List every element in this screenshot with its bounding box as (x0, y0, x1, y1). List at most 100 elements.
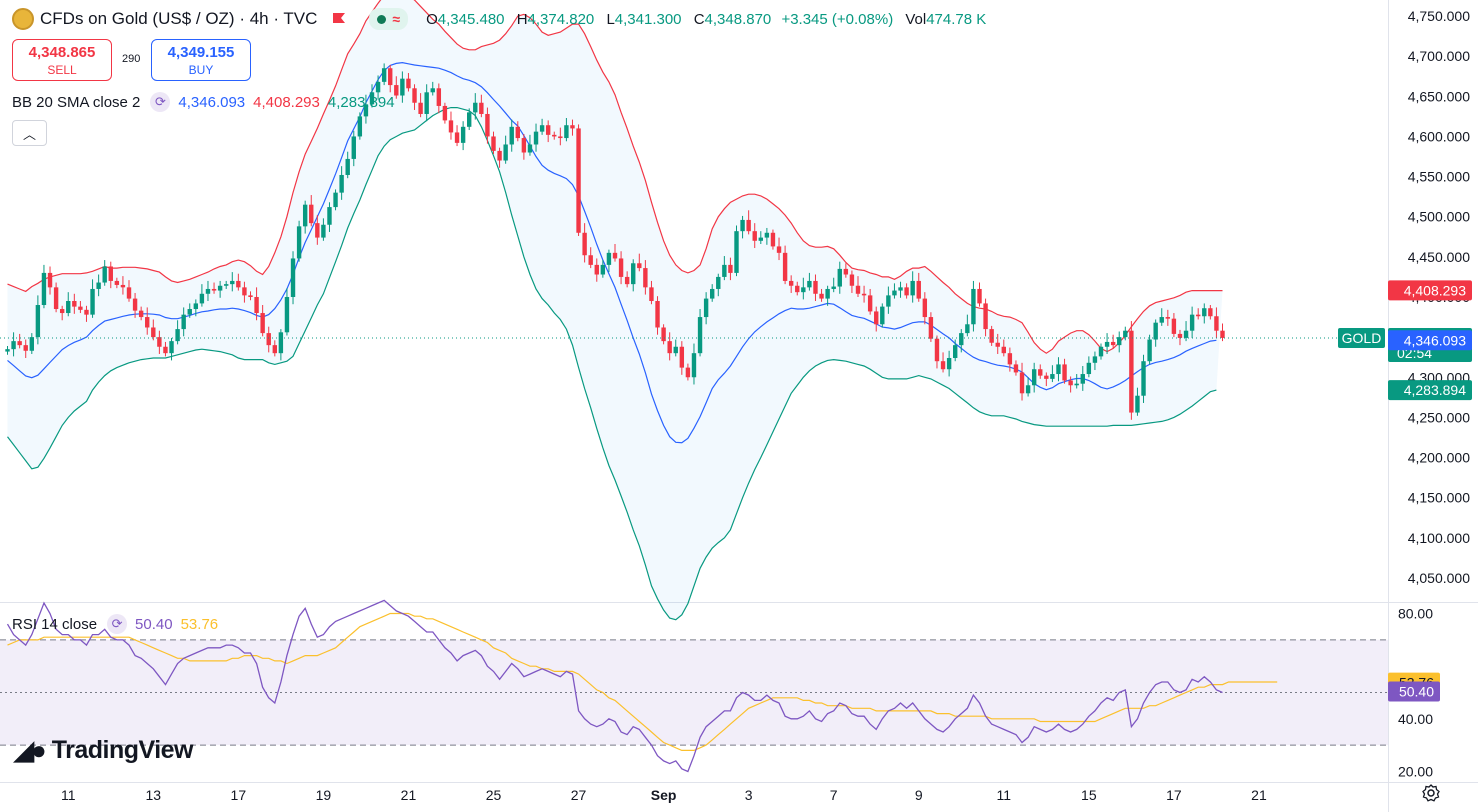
candle-body (1153, 322, 1158, 340)
candle-body (114, 280, 120, 285)
candle-body (515, 126, 520, 139)
candle (205, 280, 211, 301)
candle (867, 288, 873, 315)
time-tick-label: 25 (486, 787, 502, 803)
candle (533, 123, 539, 152)
candle (782, 245, 788, 285)
price-tick-label: 4,500.000 (1408, 209, 1470, 225)
candle-body (697, 317, 703, 354)
candle-body (946, 357, 952, 370)
candle-body (716, 276, 721, 289)
candle (552, 131, 557, 140)
bb-lower-value: 4,283.894 (327, 93, 395, 111)
candle (145, 307, 150, 335)
candle-body (1171, 318, 1177, 334)
candle (351, 130, 356, 167)
symbol-title[interactable]: CFDs on Gold (US$ / OZ) · 4h · TVC (40, 9, 318, 28)
time-tick-label: Sep (651, 787, 677, 803)
candle-body (327, 207, 332, 225)
candle (23, 339, 28, 358)
candle-body (582, 232, 587, 256)
time-tick-label: 15 (1081, 787, 1097, 803)
candle-body (199, 293, 205, 304)
candle (837, 261, 842, 294)
candle (515, 121, 520, 142)
candle-body (497, 150, 502, 161)
candle-body (667, 341, 672, 354)
candle (807, 272, 812, 291)
candle (412, 84, 417, 110)
candle-body (418, 102, 423, 114)
candle (406, 73, 411, 92)
candle (795, 281, 800, 296)
bb-upper-line (7, 0, 1223, 354)
candle (29, 333, 34, 354)
candle-body (880, 306, 885, 325)
candle (825, 285, 830, 306)
bb-legend[interactable]: BB 20 SMA close 2 ⟳ 4,346.093 4,408.293 … (12, 92, 395, 112)
candle (157, 330, 162, 354)
candle (72, 293, 77, 314)
candle-body (995, 342, 1000, 347)
candle (193, 299, 199, 317)
candle (758, 231, 763, 245)
candle (819, 288, 824, 302)
candle-body (855, 285, 861, 294)
time-tick-label: 7 (830, 787, 838, 803)
candle (1074, 374, 1079, 389)
candle (199, 284, 205, 307)
price-tick-label: 4,100.000 (1408, 530, 1470, 546)
candle (618, 251, 624, 285)
rsi-refresh-icon[interactable]: ⟳ (107, 614, 128, 634)
collapse-legend-button[interactable]: ︿ (12, 120, 47, 146)
candle (53, 282, 59, 313)
candle-body (59, 309, 65, 314)
candle-body (254, 296, 259, 314)
rsi-legend[interactable]: RSI 14 close ⟳ 50.40 53.76 (12, 614, 218, 634)
candle-body (959, 333, 964, 346)
candle-body (910, 280, 915, 296)
refresh-icon[interactable]: ⟳ (150, 92, 171, 112)
candle (17, 333, 22, 349)
candle (843, 263, 849, 278)
candle-body (1098, 346, 1104, 357)
candle (1080, 366, 1085, 391)
candle-body (1019, 372, 1025, 394)
settings-icon[interactable] (1421, 783, 1441, 803)
price-tick-label: 4,050.000 (1408, 570, 1470, 586)
candle-body (752, 231, 757, 241)
candle-body (734, 231, 739, 273)
buy-button[interactable]: 4,349.155 BUY (151, 39, 251, 81)
candle (995, 333, 1000, 354)
candle (1135, 387, 1140, 416)
candle (716, 273, 721, 297)
candle (916, 272, 921, 302)
candle (1147, 334, 1152, 365)
ohlc-values: O4,345.480 H4,374.820 L4,341.300 C4,348.… (418, 11, 986, 28)
candle (309, 195, 314, 227)
candle-body (138, 310, 144, 318)
candle-body (886, 295, 891, 307)
tradingview-logo[interactable]: ◢● TradingView (14, 735, 194, 766)
candle-body (41, 272, 47, 306)
candle-body (1117, 337, 1122, 346)
candle-body (655, 301, 660, 328)
candle-body (843, 268, 849, 275)
candle (11, 332, 16, 357)
market-status-pill[interactable]: ≈ (369, 8, 409, 30)
candle (1189, 306, 1195, 338)
candle-body (1183, 330, 1189, 338)
candle-body (479, 102, 484, 114)
flag-icon[interactable] (331, 11, 347, 27)
sell-button[interactable]: 4,348.865 SELL (12, 39, 112, 81)
candle (424, 84, 429, 122)
candle-body (35, 305, 41, 338)
candle (491, 131, 496, 155)
candle (661, 324, 666, 345)
candle (588, 247, 593, 269)
candle (1031, 362, 1037, 393)
candle-body (211, 288, 217, 291)
candle (90, 279, 95, 318)
